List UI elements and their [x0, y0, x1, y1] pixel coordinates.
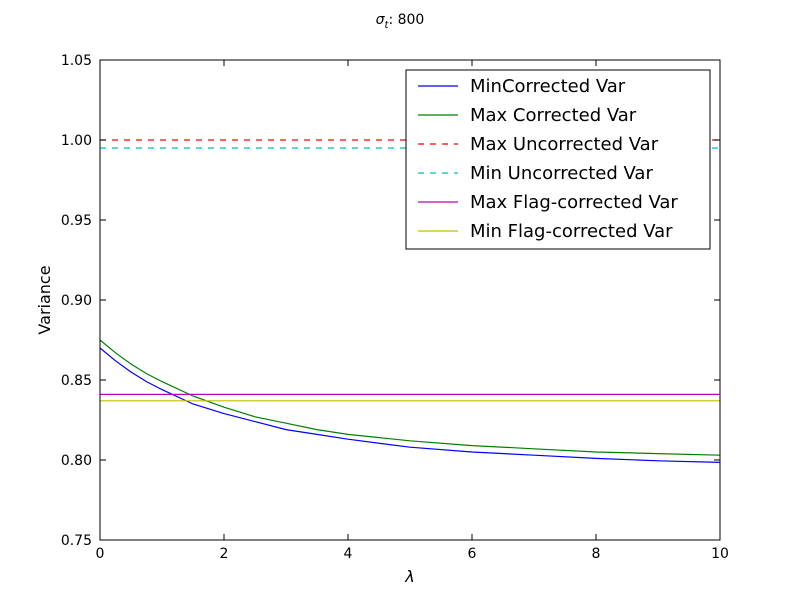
- y-tick-label: 0.75: [61, 533, 92, 549]
- x-tick-label: 0: [96, 546, 105, 562]
- chart-title: σt: 800: [376, 12, 425, 31]
- legend-items: MinCorrected Var Max Corrected Var Max Unc…: [418, 76, 678, 242]
- series-line-0: [99, 347, 721, 463]
- legend-label-1: Max Corrected Var: [470, 105, 637, 126]
- legend-label-0: MinCorrected Var: [470, 76, 626, 97]
- y-tick-label: 0.95: [61, 213, 92, 229]
- x-tick-label: 6: [468, 546, 477, 562]
- chart-title-rest: : 800: [388, 12, 424, 28]
- y-tick-label: 0.85: [61, 373, 92, 389]
- y-tick-label: 1.05: [61, 53, 92, 69]
- x-tick-label: 8: [592, 546, 601, 562]
- legend-label-2: Max Uncorrected Var: [470, 134, 659, 155]
- y-tick-label: 1.00: [61, 133, 92, 149]
- series-line-1: [99, 339, 721, 456]
- y-tick-label: 0.80: [61, 453, 92, 469]
- y-tick-label: 0.90: [61, 293, 92, 309]
- legend: MinCorrected Var Max Corrected Var Max Unc…: [405, 69, 711, 250]
- y-axis-label: Variance: [35, 265, 54, 334]
- chart-title-subscript: t: [385, 20, 390, 31]
- legend-label-4: Max Flag-corrected Var: [470, 192, 678, 213]
- x-tick-label: 10: [711, 546, 729, 562]
- x-axis-ticks: 0 2 4 6 8 10: [96, 60, 729, 562]
- x-axis-label: λ: [404, 567, 414, 586]
- y-axis-ticks: 0.75 0.80 0.85 0.90 0.95 1.00 1.05: [61, 53, 720, 549]
- x-tick-label: 4: [344, 546, 353, 562]
- x-tick-label: 2: [220, 546, 229, 562]
- legend-frame: [405, 69, 711, 250]
- chart-title-symbol: σ: [376, 12, 386, 28]
- legend-label-3: Min Uncorrected Var: [470, 163, 653, 184]
- legend-label-5: Min Flag-corrected Var: [470, 221, 673, 242]
